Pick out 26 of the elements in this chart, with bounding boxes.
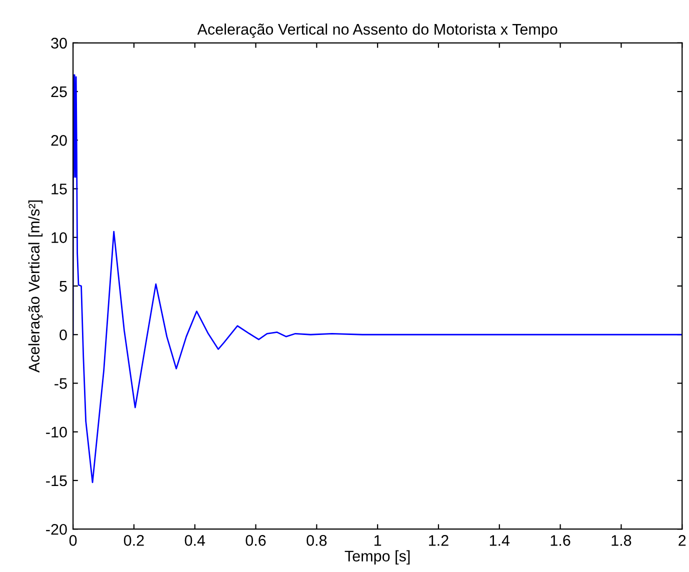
- y-tick-label: -20: [46, 524, 67, 535]
- x-tick-label: 1: [374, 535, 382, 546]
- y-axis-title: Aceleração Vertical [m/s²]: [28, 200, 43, 373]
- x-tick-label: 1.6: [550, 535, 570, 546]
- y-tick-label: 25: [51, 86, 67, 98]
- x-tick-label: 1.4: [490, 535, 510, 546]
- y-tick-label: 5: [60, 281, 67, 292]
- y-tick-label: -15: [46, 476, 67, 486]
- x-tick-label: 2: [678, 535, 686, 546]
- x-axis-title: Tempo [s]: [344, 550, 410, 565]
- chart-title: Aceleração Vertical no Assento do Motorista x Tempo: [197, 23, 558, 38]
- y-tick-label: -10: [46, 426, 67, 438]
- x-tick-label: 0.8: [306, 535, 327, 546]
- y-tick-label: 15: [52, 184, 67, 194]
- line-series: [73, 74, 682, 484]
- x-tick-label: 0.4: [184, 535, 206, 546]
- x-tick-label: 1.2: [429, 535, 448, 546]
- y-tick-label: 10: [52, 232, 67, 244]
- x-tick-label: 0.6: [246, 535, 266, 546]
- y-tick-label: 0: [60, 329, 67, 340]
- x-tick-label: 0.2: [124, 535, 144, 546]
- y-tick-label: -5: [54, 378, 67, 389]
- y-tick-label: 30: [51, 38, 67, 49]
- x-tick-label: 0: [69, 535, 77, 546]
- y-tick-label: 20: [51, 135, 67, 146]
- x-tick-label: 1.8: [612, 535, 632, 546]
